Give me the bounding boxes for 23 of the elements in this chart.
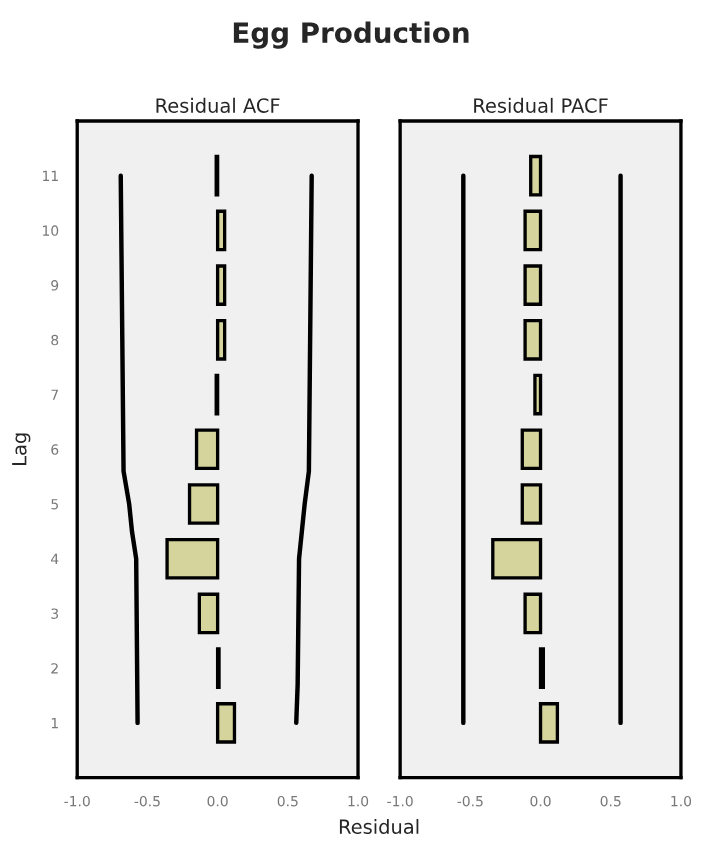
bar bbox=[520, 428, 543, 471]
y-axis-title: Lag bbox=[12, 433, 31, 465]
bar bbox=[197, 592, 220, 635]
chart-subtitle: Residual ACF bbox=[156, 97, 280, 113]
bar bbox=[529, 154, 543, 197]
bar bbox=[165, 537, 220, 580]
bar bbox=[523, 264, 543, 306]
bar bbox=[187, 483, 220, 525]
bar bbox=[533, 373, 543, 416]
bar bbox=[523, 592, 543, 635]
chart-title: Egg Production bbox=[233, 21, 469, 49]
x-axis-title: Residual bbox=[339, 818, 419, 835]
bar bbox=[520, 483, 543, 525]
bar bbox=[491, 537, 543, 580]
bar bbox=[215, 264, 227, 306]
bar bbox=[215, 209, 227, 252]
bar bbox=[523, 209, 543, 252]
chart-subtitle: Residual PACF bbox=[474, 97, 608, 113]
bar bbox=[215, 319, 227, 361]
bar bbox=[194, 428, 220, 471]
bar bbox=[523, 319, 543, 361]
bar bbox=[215, 702, 237, 744]
bar bbox=[538, 702, 560, 744]
